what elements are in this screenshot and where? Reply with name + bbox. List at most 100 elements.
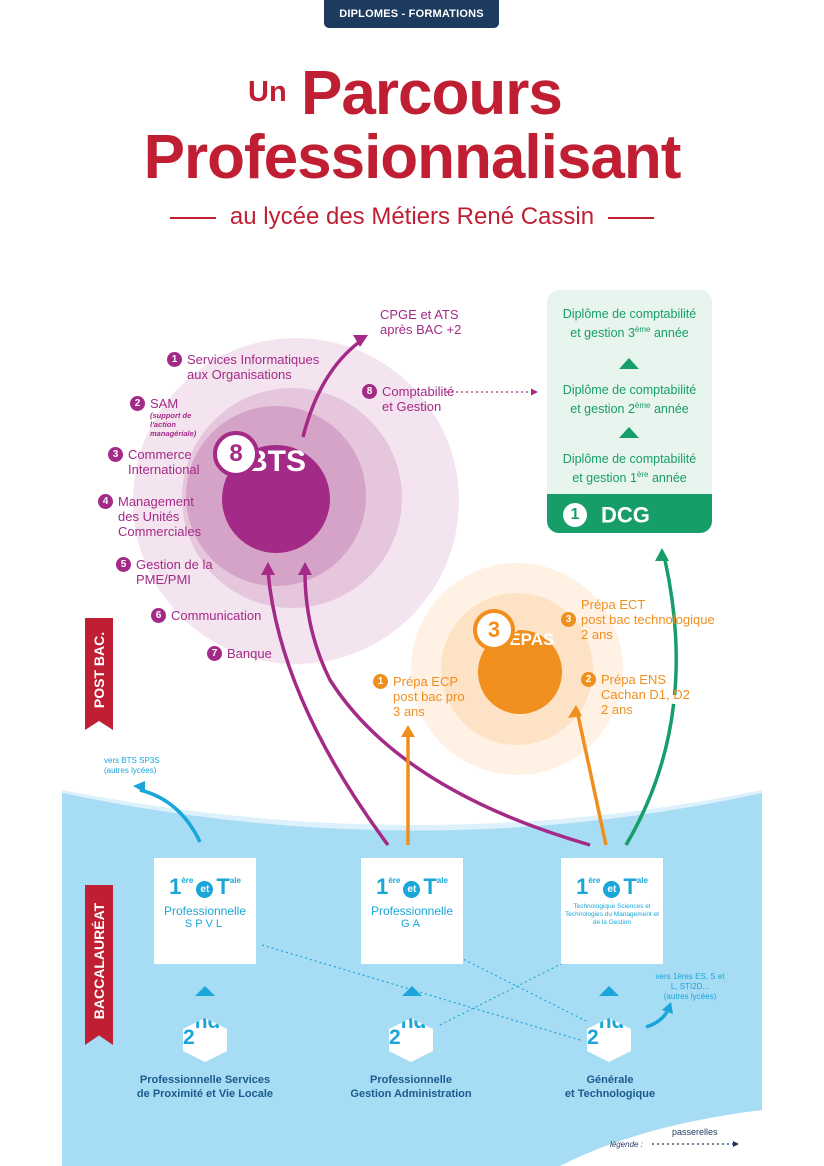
arrow-stmg-to-bts-head <box>298 562 312 575</box>
card-ga-first: 1 <box>376 874 389 899</box>
bts-item-5-label: Gestion de la PME/PMI <box>136 557 213 587</box>
card-stmg-second-sup: ale <box>636 876 648 885</box>
arrow-spvl-to-bts <box>266 571 390 847</box>
legend-arrowhead <box>733 1141 739 1147</box>
caption-gt-l1: Générale <box>586 1074 634 1086</box>
dcg-level-1-line2-text: et gestion 1 <box>572 471 637 486</box>
prepa-ect: Prépa ECT 3 post bac technologique 2 ans <box>561 597 731 642</box>
card-ga-second: T <box>423 874 437 899</box>
card-spvl-tip <box>154 942 256 964</box>
dcg-panel <box>547 290 712 533</box>
bts-item-4-label: Management des Unités Commerciales <box>118 494 202 539</box>
arrow-stmg-to-prepa-ens <box>576 714 608 846</box>
arrow-bts-to-cpge <box>301 338 364 438</box>
bts-item-7: 7 Banque <box>207 646 297 661</box>
bts-count: 8 <box>229 440 243 467</box>
arrow-to-bts-sp3s-head <box>133 781 145 793</box>
bts-item-4-num: 4 <box>98 494 113 509</box>
arrow-stmg-to-dcg-head <box>655 548 669 561</box>
prepa-ens-l2: Cachan D1, D2 <box>601 687 690 702</box>
prepa-ens: 2 Prépa ENS Cachan D1, D2 2 ans <box>581 672 691 717</box>
card-ga-title: 1èreet Tale <box>361 858 463 900</box>
caption-spvl-l1: Professionnelle Services <box>139 1074 271 1086</box>
dcg-label: DCG <box>601 502 650 528</box>
baccalaureat-ribbon: BACCALAURÉAT <box>85 885 113 1045</box>
bts-item-1: 1 Services Informatiques aux Organisation… <box>167 352 327 382</box>
postbac-label: POST BAC. <box>91 631 107 709</box>
bts-item-5-num: 5 <box>116 557 131 572</box>
bts-item-6-num: 6 <box>151 608 166 623</box>
bts-item-1-num: 1 <box>167 352 182 367</box>
bts-item-7-label: Banque <box>227 646 272 661</box>
caption-ga: Professionnelle Gestion Administration <box>321 1073 501 1101</box>
card-ga-second-sup: ale <box>436 876 448 885</box>
seconde-gt: 2nde <box>587 1018 631 1062</box>
prepas-count: 3 <box>487 617 501 642</box>
card-stmg-tip <box>561 942 663 964</box>
bts8-to-dcg-arrowhead <box>531 388 538 396</box>
note-1eres-l2: L, STI2D... <box>670 982 710 991</box>
arrow-stmg-to-prepa-ens-head <box>568 705 582 718</box>
caption-spvl: Professionnelle Services de Proximité et … <box>115 1073 295 1101</box>
dcg-level-3-line2-text: et gestion 3 <box>570 326 635 341</box>
note-1eres-l3: (autres lycées) <box>663 992 717 1001</box>
note-1eres-l1: vers 1ères ES, S et <box>655 972 725 981</box>
prepa-ens-num: 2 <box>581 672 596 687</box>
subtitle: au lycée des Métiers René Cassin <box>0 203 824 231</box>
arrow-to-1eres-es-head <box>662 1002 673 1014</box>
card-spvl-second: T <box>216 874 230 899</box>
caption-spvl-l2: de Proximité et Vie Locale <box>136 1088 274 1100</box>
card-spvl-second-sup: ale <box>229 876 241 885</box>
caption-ga-l1: Professionnelle <box>370 1074 452 1086</box>
arrow-to-bts-sp3s <box>139 788 202 843</box>
dcg-level-2-tail: année <box>650 402 689 417</box>
bts-item-2: 2 SAM (support de l'action managériale) <box>130 396 230 438</box>
card-ga-tip <box>361 942 463 964</box>
card-spvl-first-sup: ère <box>181 876 194 885</box>
dcg-level-1-line2: et gestion 1ère année <box>547 467 712 486</box>
bts-item-1-label: Services Informatiques aux Organisations <box>187 352 320 382</box>
dcg-count-badge: 1 <box>563 503 587 528</box>
card-spvl-title: 1èreet Tale <box>154 858 256 900</box>
bts-count-badge: 8 <box>213 431 259 477</box>
note-1eres: vers 1ères ES, S et L, STI2D... (autres ly… <box>645 972 735 1002</box>
dcg-level-1: Diplôme de comptabilité et gestion 1ère a… <box>547 452 712 486</box>
dcg-level-1-tail: année <box>648 471 687 486</box>
subtitle-dash-right <box>608 216 655 219</box>
dcg-band: 1 DCG <box>547 494 712 533</box>
note-bts-sp3s-l2: (autres lycées) <box>104 766 157 775</box>
legend-label: légende : <box>610 1140 643 1149</box>
arrow-to-1eres-es <box>645 1009 670 1029</box>
prepa-ect-num: 3 <box>561 612 576 627</box>
arrow-bts-to-cpge-head <box>353 335 368 347</box>
prepa-ecp-l3: 3 ans <box>393 704 425 719</box>
bts-item-8-label: Comptabilité et Gestion <box>382 384 455 414</box>
card-ga: 1èreet Tale Professionnelle GA <box>361 858 463 964</box>
dcg-level-2-line2-text: et gestion 2 <box>570 402 635 417</box>
caption-ga-l2: Gestion Administration <box>350 1088 472 1100</box>
arrow-spvl-to-bts-head <box>261 562 275 575</box>
dcg-level-3-sup: ème <box>634 325 651 334</box>
dcg-up-arrow-1 <box>619 358 639 369</box>
caption-gt-l2: et Technologique <box>564 1088 656 1100</box>
card-ga-body: 1èreet Tale Professionnelle GA <box>361 858 463 942</box>
dcg-level-1-line1: Diplôme de comptabilité <box>562 452 697 466</box>
note-bts-sp3s: vers BTS SP3S (autres lycées) <box>104 756 160 776</box>
dcg-level-3-tail: année <box>650 326 689 341</box>
bts-item-2-label: SAM <box>150 396 179 411</box>
note-bts-sp3s-l1: vers BTS SP3S <box>104 756 160 765</box>
legend-item: passerelles <box>672 1127 718 1137</box>
bts-item-5: 5 Gestion de la PME/PMI <box>116 557 216 587</box>
cpge-line1: CPGE et ATS <box>380 307 459 322</box>
seconde-gt-num: 2 <box>587 1026 599 1049</box>
title-un: Un <box>248 76 287 108</box>
title-parcours: Parcours <box>301 59 563 128</box>
up-arrow-spvl <box>195 986 215 996</box>
seconde-ga-num: 2 <box>389 1026 401 1049</box>
prepa-ecp-l2: post bac pro <box>393 689 465 704</box>
bts-item-8: 8 Comptabilité et Gestion <box>362 384 455 414</box>
arrow-stmg-to-bts <box>303 571 591 847</box>
bts-item-2-note: (support de l'action managériale) <box>150 411 197 438</box>
bts-item-4: 4 Management des Unités Commerciales <box>98 494 208 539</box>
bts-item-7-num: 7 <box>207 646 222 661</box>
